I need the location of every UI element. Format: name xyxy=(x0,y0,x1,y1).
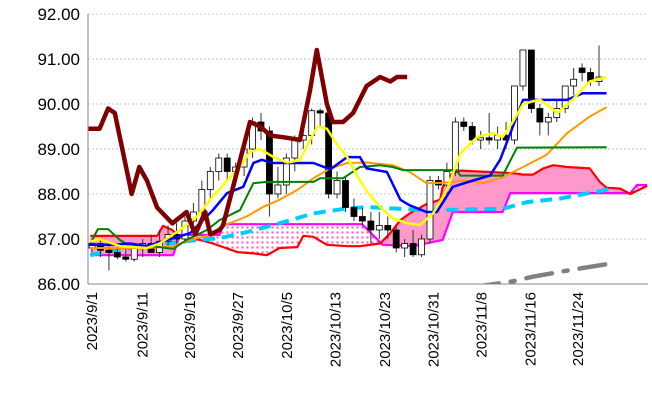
candle-body xyxy=(342,180,349,208)
candle xyxy=(409,230,417,257)
candle-body xyxy=(358,216,366,222)
candle-body xyxy=(274,184,282,195)
ichimoku-cloud xyxy=(90,165,648,256)
y-tick-label: 91.00 xyxy=(37,50,80,69)
candle-body xyxy=(291,139,299,159)
candle xyxy=(418,234,425,257)
x-tick-label: 2023/10/23 xyxy=(377,292,394,367)
candle xyxy=(401,239,409,257)
candle-body xyxy=(570,78,578,87)
candle xyxy=(316,108,324,127)
chikou-line xyxy=(88,47,408,237)
y-tick-label: 92.00 xyxy=(37,5,80,24)
candle xyxy=(358,207,366,226)
candle xyxy=(494,126,502,149)
candle xyxy=(519,49,527,91)
candle-body xyxy=(528,49,535,109)
candle xyxy=(570,68,578,95)
candle-body xyxy=(122,256,130,260)
y-tick-label: 90.00 xyxy=(37,95,80,114)
x-tick-label: 2023/11/8 xyxy=(474,292,491,358)
candle xyxy=(375,212,383,239)
candle-body xyxy=(367,220,375,231)
kijun-line xyxy=(88,91,607,248)
candle xyxy=(392,225,400,253)
x-tick-label: 2023/11/16 xyxy=(523,292,540,366)
x-tick-label: 2023/9/1 xyxy=(84,292,101,350)
candle-body xyxy=(316,110,324,114)
candle-body xyxy=(468,126,476,141)
candle xyxy=(206,167,214,199)
candle-body xyxy=(578,67,586,73)
candle xyxy=(122,248,130,262)
candle xyxy=(477,131,485,149)
candle-body xyxy=(544,117,552,123)
candle xyxy=(215,153,223,181)
candle-body xyxy=(181,220,189,240)
candle-body xyxy=(426,180,434,240)
candle xyxy=(485,113,493,145)
candle-body xyxy=(113,252,121,258)
candle xyxy=(333,171,341,199)
candle xyxy=(426,176,434,244)
x-tick-label: 2023/9/19 xyxy=(182,292,199,359)
candle-body xyxy=(105,249,113,253)
candle-body xyxy=(392,229,400,249)
y-tick-label: 86.00 xyxy=(37,275,80,294)
candle-body xyxy=(418,238,425,256)
candle xyxy=(350,198,358,221)
candle-body xyxy=(477,137,485,141)
candle-body xyxy=(409,243,417,256)
candle xyxy=(536,104,544,136)
x-tick-label: 2023/9/11 xyxy=(135,292,152,358)
candle-body xyxy=(350,207,358,217)
candle-body xyxy=(536,108,544,123)
candle-body xyxy=(206,171,214,190)
candle xyxy=(544,113,552,136)
x-tick-label: 2023/10/13 xyxy=(327,292,344,367)
y-tick-label: 88.00 xyxy=(37,185,80,204)
indicator-lines-front xyxy=(88,47,608,250)
candle-body xyxy=(97,243,104,251)
candle-body xyxy=(215,157,223,172)
candle-body xyxy=(485,137,493,141)
candle-body xyxy=(460,121,468,127)
candle xyxy=(578,63,586,82)
candle-body xyxy=(375,225,383,231)
y-tick-label: 87.00 xyxy=(37,230,80,249)
x-tick-label: 2023/9/27 xyxy=(230,292,247,359)
candle-body xyxy=(384,225,392,231)
candle xyxy=(223,153,231,181)
y-tick-label: 89.00 xyxy=(37,140,80,159)
candle-body xyxy=(561,85,569,109)
candle-body xyxy=(333,180,341,195)
x-tick-label: 2023/11/24 xyxy=(570,292,587,366)
candle xyxy=(342,176,349,212)
gridlines xyxy=(88,13,648,240)
plot-area xyxy=(88,45,648,284)
candle-body xyxy=(519,49,527,87)
x-tick-label: 2023/10/31 xyxy=(425,292,442,367)
x-axis-tick-labels: 2023/9/1 2023/9/11 2023/9/19 2023/9/27 2023/… xyxy=(84,292,587,367)
candle-body xyxy=(282,157,290,186)
candle-body xyxy=(401,243,409,249)
gray-line xyxy=(478,261,609,284)
tenkan-line xyxy=(89,75,607,250)
candle xyxy=(384,216,392,239)
candle-body xyxy=(325,112,333,195)
x-tick-label: 2023/10/5 xyxy=(279,292,296,359)
candlesticks xyxy=(88,45,603,271)
candle-body xyxy=(451,121,459,172)
candle-body xyxy=(223,157,231,172)
cyan-line xyxy=(89,187,609,258)
candle xyxy=(460,117,468,131)
candle xyxy=(282,153,290,194)
candle xyxy=(181,216,189,244)
orange-line xyxy=(90,106,608,249)
y-axis-tick-labels: 86.00 87.00 88.00 89.00 90.00 91.00 92.00 xyxy=(37,5,80,294)
candle xyxy=(367,212,375,244)
